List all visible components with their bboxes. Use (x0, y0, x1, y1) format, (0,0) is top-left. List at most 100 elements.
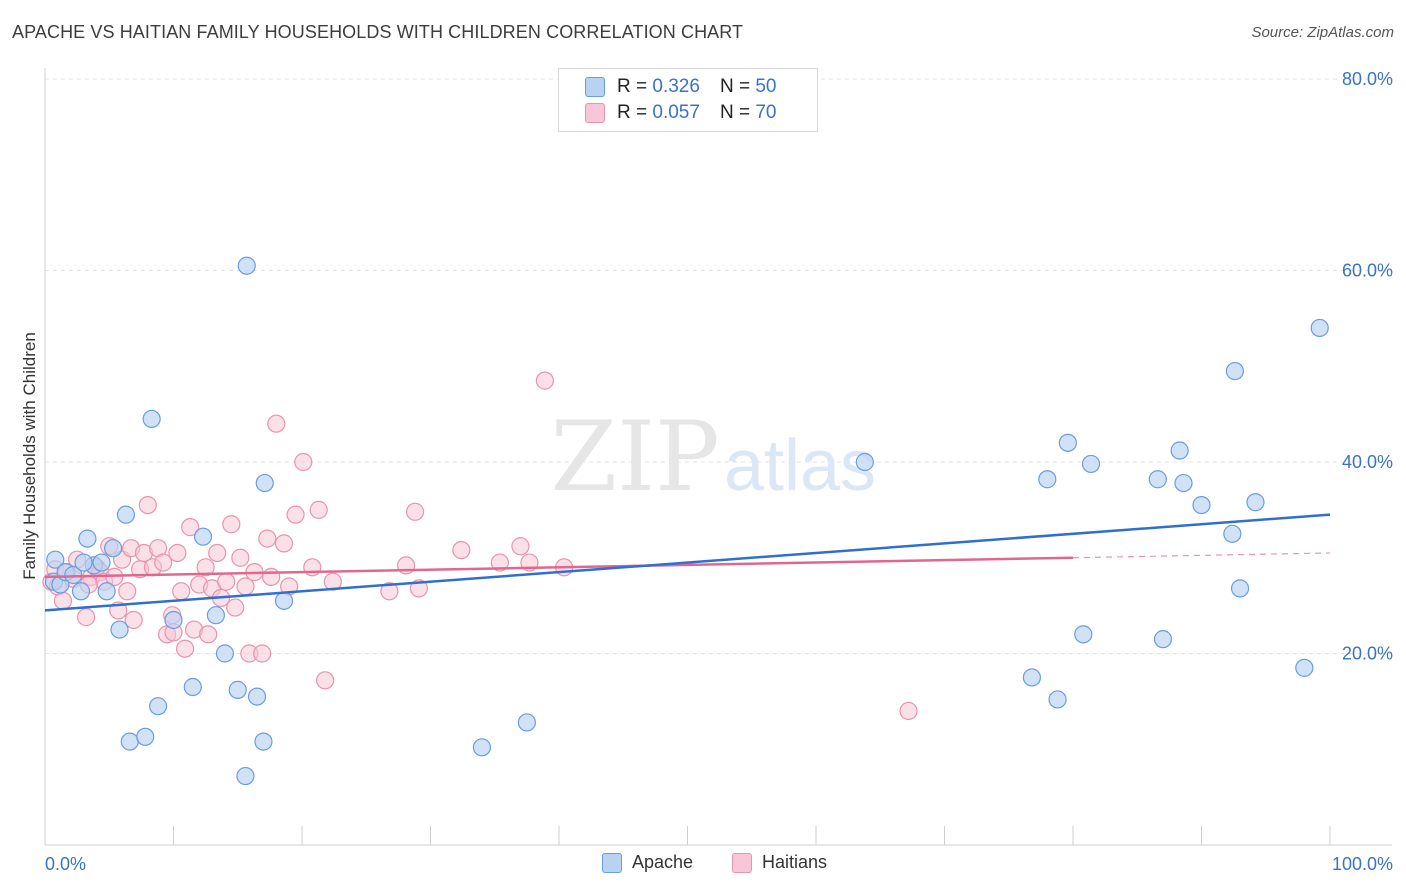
haitians-point (294, 452, 313, 472)
haitians-point (217, 572, 236, 591)
apache-point (254, 732, 273, 751)
haitians-point (53, 591, 73, 610)
x-tick-label-start: 0.0% (45, 854, 86, 874)
legend-item-apache: Apache (602, 852, 693, 873)
apache-point (71, 582, 91, 601)
trend-lines (44, 513, 1331, 612)
apache-point (1230, 579, 1250, 598)
apache-point (1153, 630, 1173, 649)
legend-item-haitians: Haitians (732, 852, 827, 873)
apache-point (1048, 690, 1067, 709)
legend-n-label: N = (719, 76, 751, 97)
apache-swatch (585, 77, 605, 97)
apache-point (1295, 658, 1314, 677)
haitians-point (196, 558, 215, 577)
y-tick-label: 80.0% (1342, 69, 1393, 89)
haitians-trend-line (44, 556, 1074, 579)
haitians-point (511, 537, 530, 556)
haitians-point (490, 553, 509, 572)
legend-row-haitians: R = 0.057 N = 70 (585, 101, 776, 125)
apache-point (46, 550, 65, 569)
apache-point (104, 539, 123, 558)
haitians-point (267, 414, 286, 433)
haitians-point (181, 518, 200, 537)
haitians-legend-swatch (732, 852, 752, 873)
haitians-point (405, 502, 425, 521)
axes (44, 68, 1392, 846)
y-tick-label: 40.0% (1342, 452, 1393, 472)
haitians-point (118, 582, 137, 601)
haitians-points (42, 371, 918, 721)
apache-point (164, 610, 183, 630)
apache-point (183, 677, 202, 697)
apache-legend-swatch (602, 852, 622, 873)
legend-r-value: 0.326 (652, 76, 700, 97)
haitians-point (222, 515, 241, 534)
apache-point (142, 409, 161, 429)
apache-point (116, 505, 136, 524)
x-tick-label-end: 100.0% (1332, 854, 1393, 874)
apache-point (97, 582, 116, 601)
haitians-point (77, 608, 96, 627)
apache-point (1192, 495, 1211, 515)
haitians-trend-extension (1072, 552, 1331, 559)
apache-point (74, 553, 93, 572)
legend-haitians-label: Haitians (762, 852, 828, 872)
haitians-point (535, 371, 554, 390)
apache-point (110, 620, 129, 639)
legend-n-value: 70 (755, 102, 777, 123)
apache-point (1174, 473, 1193, 493)
apache-point (1074, 625, 1093, 644)
apache-point (136, 727, 155, 746)
legend-r-label: R = (617, 102, 648, 123)
apache-point (255, 473, 274, 493)
apache-point (1225, 361, 1245, 381)
haitians-point (231, 548, 250, 567)
apache-point (1246, 493, 1265, 512)
apache-point (92, 553, 111, 572)
watermark-atlas: atlas (724, 426, 876, 506)
apache-point (215, 644, 234, 663)
haitians-point (253, 644, 272, 663)
haitians-point (226, 598, 245, 617)
haitians-point (258, 529, 277, 548)
haitians-point (452, 540, 471, 560)
apache-point (120, 732, 139, 751)
haitians-point (138, 495, 157, 515)
haitians-point (175, 639, 195, 658)
apache-point (855, 452, 874, 472)
apache-point (1022, 668, 1041, 687)
apache-point (517, 713, 536, 732)
haitians-point (309, 500, 328, 519)
apache-point (247, 687, 267, 706)
apache-trend-line (44, 513, 1331, 612)
haitians-point (124, 610, 143, 630)
haitians-point (409, 579, 429, 598)
apache-point (236, 766, 255, 786)
haitians-point (208, 543, 227, 563)
haitians-point (199, 625, 218, 644)
series-legend: Apache Haitians (0, 852, 1406, 876)
legend-r-label: R = (617, 76, 648, 97)
haitians-point (172, 582, 191, 601)
haitians-point (154, 553, 173, 572)
apache-points (44, 256, 1329, 786)
haitians-point (899, 701, 918, 721)
correlation-legend: R = 0.326 N = 50 R = 0.057 N = 70 (558, 68, 818, 132)
apache-point (1310, 318, 1329, 338)
haitians-point (168, 543, 187, 563)
watermark-zip: ZIP (550, 401, 719, 513)
apache-point (1081, 454, 1101, 474)
apache-point (228, 680, 247, 699)
haitians-point (316, 671, 335, 690)
legend-row-apache: R = 0.326 N = 50 (585, 75, 776, 99)
haitians-point (286, 505, 305, 524)
apache-point (1223, 524, 1242, 543)
legend-n-label: N = (719, 102, 751, 123)
apache-point (193, 527, 213, 546)
apache-point (1170, 441, 1189, 460)
apache-point (206, 606, 226, 625)
apache-point (274, 591, 294, 610)
legend-apache-label: Apache (632, 852, 694, 872)
